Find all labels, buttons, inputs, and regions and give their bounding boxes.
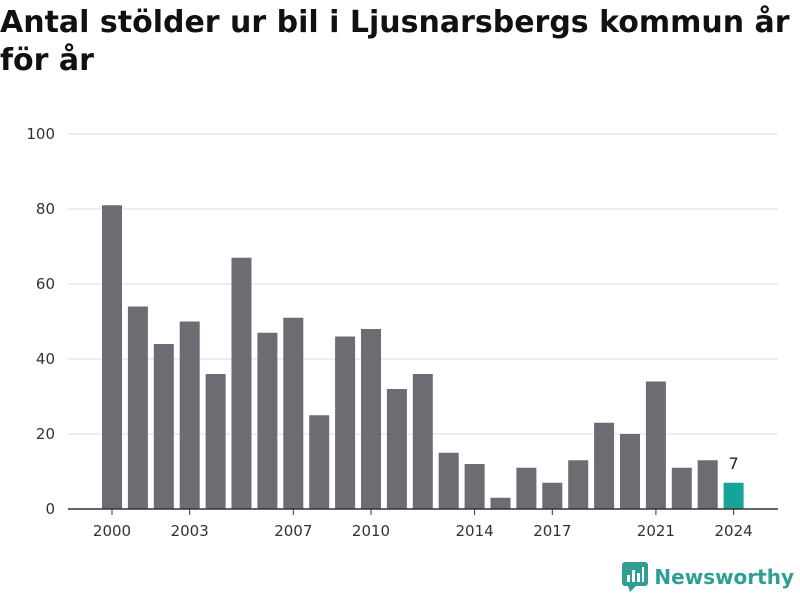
- y-tick-label-40: 40: [36, 350, 55, 368]
- bar-2000: [102, 205, 122, 509]
- bar-2008: [309, 415, 330, 509]
- bar-2001: [127, 306, 148, 509]
- bar-2012: [412, 374, 433, 509]
- bar-2024: [723, 482, 744, 509]
- y-tick-label-100: 100: [26, 125, 55, 143]
- bar-2020: [620, 434, 640, 509]
- bar-2017: [542, 482, 563, 509]
- x-tick-label-2014: 2014: [456, 522, 494, 540]
- bar-2014: [464, 464, 485, 509]
- x-tick-label-2010: 2010: [352, 522, 390, 540]
- data-labels: 7: [729, 454, 739, 473]
- bar-2007: [283, 317, 304, 509]
- x-tick-label-2003: 2003: [171, 522, 209, 540]
- bar-2006: [257, 332, 278, 509]
- x-tick-label-2021: 2021: [637, 522, 675, 540]
- x-tick-label-2024: 2024: [715, 522, 753, 540]
- x-tick-label-2017: 2017: [533, 522, 571, 540]
- bar-2018: [568, 460, 589, 509]
- y-axis: 0 20 40 60 80 100: [26, 125, 55, 518]
- bar-2021: [645, 381, 666, 509]
- bar-chart-logo-icon: [622, 562, 649, 592]
- bar-2023: [697, 460, 718, 509]
- x-tick-label-2007: 2007: [274, 522, 312, 540]
- y-tick-label-60: 60: [36, 275, 55, 293]
- bar-2002: [153, 344, 174, 509]
- bar-2004: [205, 374, 226, 509]
- newsworthy-logo: Newsworthy: [622, 562, 794, 592]
- y-tick-label-80: 80: [36, 200, 55, 218]
- x-axis: 2000 2003 2007 2010 2014 2017 2021 2024: [68, 508, 778, 540]
- bar-2005: [231, 257, 252, 509]
- bar-2016: [516, 467, 537, 509]
- y-tick-label-0: 0: [45, 500, 55, 518]
- x-tick-label-2000: 2000: [93, 522, 131, 540]
- bar-2015: [490, 497, 511, 509]
- bars: [102, 205, 744, 509]
- chart-title: Antal stölder ur bil i Ljusnarsbergs kom…: [0, 5, 790, 78]
- bar-2019: [594, 422, 615, 509]
- bar-2010: [361, 329, 381, 509]
- bar-2009: [335, 336, 356, 509]
- bar-2003: [179, 321, 200, 509]
- bar-2022: [671, 467, 692, 509]
- bar-2013: [438, 452, 459, 509]
- logo-text: Newsworthy: [654, 565, 794, 589]
- bar-2011: [386, 389, 407, 509]
- y-tick-label-20: 20: [36, 425, 55, 443]
- data-label-2024: 7: [729, 454, 739, 473]
